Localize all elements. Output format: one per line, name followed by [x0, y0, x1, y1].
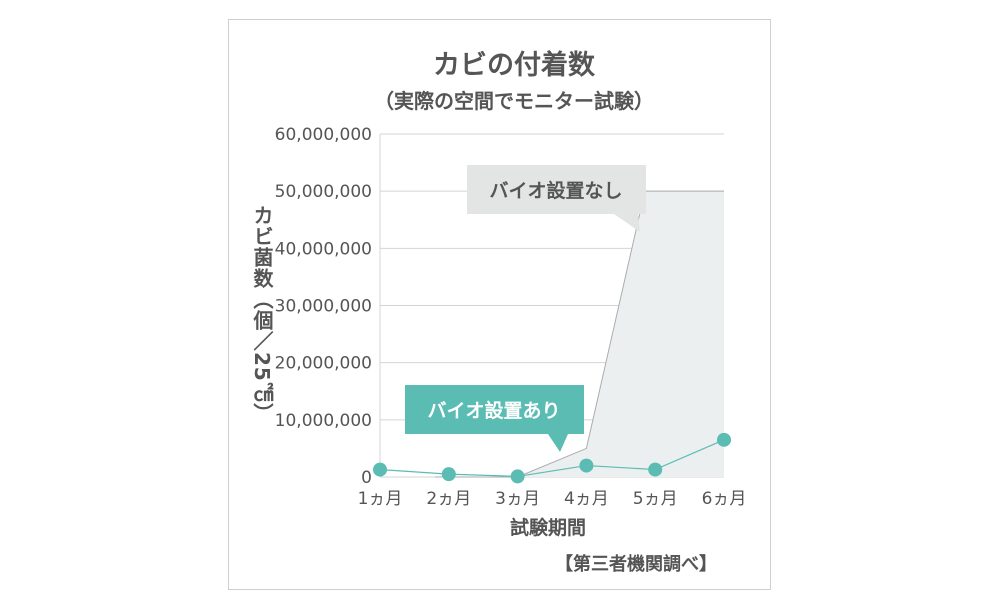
- area-fill-without-bio: [435, 191, 724, 477]
- x-tick-labels: 1ヵ月 2ヵ月 3ヵ月 4ヵ月 5ヵ月 6ヵ月: [358, 489, 747, 509]
- series-without-bio: [435, 190, 724, 478]
- y-tick-label-3: 30,000,000: [275, 297, 372, 317]
- callout-without-bio: バイオ設置なし: [467, 165, 646, 232]
- point-with-bio-6: [717, 432, 731, 447]
- x-tick-label-1: 1ヵ月: [358, 489, 403, 509]
- callout-without-bio-label: バイオ設置なし: [489, 179, 622, 202]
- x-tick-label-4: 4ヵ月: [564, 489, 609, 509]
- point-with-bio-5: [648, 462, 663, 477]
- x-tick-label-5: 5ヵ月: [633, 489, 678, 509]
- x-tick-label-3: 3ヵ月: [495, 489, 540, 509]
- source-note: 【第三者機関調べ】: [555, 553, 717, 575]
- y-axis-label: カビ菌数（個／25㎠）: [250, 205, 274, 424]
- point-with-bio-4: [579, 458, 594, 473]
- series-with-bio: [373, 432, 731, 484]
- x-axis-label: 試験期間: [510, 516, 586, 539]
- callout-with-bio-bubble: [405, 385, 584, 452]
- x-tick-label-6: 6ヵ月: [702, 489, 747, 509]
- area-edge-without-bio: [435, 190, 724, 478]
- y-tick-label-4: 40,000,000: [275, 239, 372, 259]
- chart-subtitle: （実際の空間でモニター試験）: [374, 89, 654, 113]
- point-with-bio-1: [373, 462, 387, 477]
- chart-title: カビの付着数: [433, 49, 596, 81]
- y-tick-label-5: 50,000,000: [275, 182, 372, 202]
- x-tick-label-2: 2ヵ月: [426, 489, 471, 509]
- y-tick-labels: 0 10,000,000 20,000,000 30,000,000 40,000,00…: [275, 125, 372, 488]
- point-with-bio-2: [441, 467, 456, 482]
- point-with-bio-3: [510, 469, 525, 484]
- y-tick-label-2: 20,000,000: [275, 354, 372, 374]
- y-tick-label-6: 60,000,000: [275, 125, 372, 145]
- callout-with-bio-label: バイオ設置あり: [427, 399, 560, 422]
- callout-with-bio: バイオ設置あり: [405, 385, 584, 452]
- y-tick-label-0: 0: [361, 468, 372, 488]
- y-tick-label-1: 10,000,000: [275, 411, 372, 431]
- callout-without-bio-bubble: [467, 165, 646, 232]
- line-with-bio: [379, 439, 725, 478]
